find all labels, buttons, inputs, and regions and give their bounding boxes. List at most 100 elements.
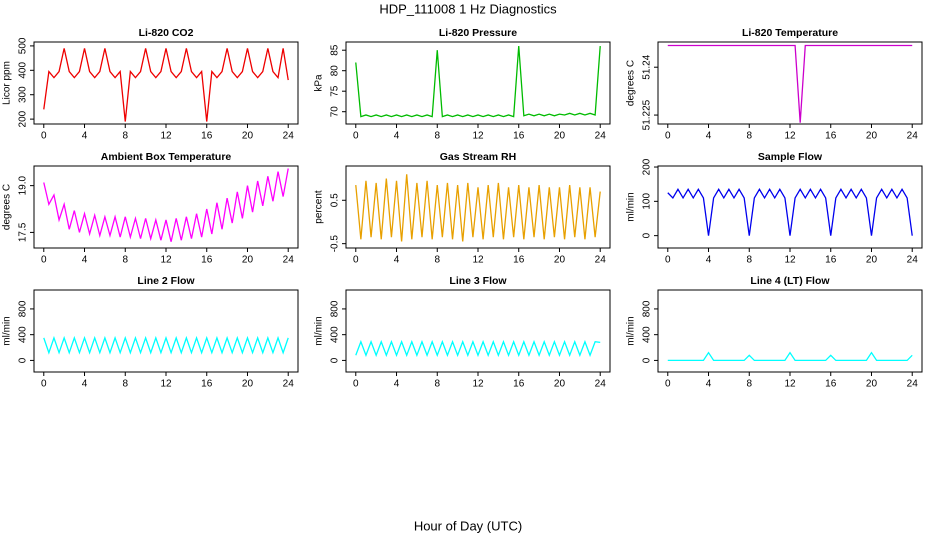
x-tick-label: 0 bbox=[353, 379, 359, 390]
x-tick-label: 20 bbox=[866, 379, 878, 390]
y-tick-label: 0 bbox=[330, 357, 341, 363]
x-tick-label: 20 bbox=[866, 131, 878, 142]
x-tick-label: 24 bbox=[283, 255, 295, 266]
x-tick-label: 16 bbox=[825, 131, 837, 142]
x-tick-label: 20 bbox=[554, 379, 566, 390]
y-tick-label: 80 bbox=[330, 65, 341, 77]
x-tick-label: 8 bbox=[746, 255, 752, 266]
x-tick-label: 4 bbox=[706, 131, 712, 142]
x-tick-label: 24 bbox=[283, 379, 295, 390]
plot-frame bbox=[657, 289, 923, 373]
y-tick-label: 400 bbox=[18, 62, 29, 79]
data-line bbox=[355, 174, 601, 242]
y-axis-title: degrees C bbox=[626, 60, 637, 106]
x-tick-label: 12 bbox=[472, 131, 484, 142]
x-tick-label: 8 bbox=[746, 131, 752, 142]
y-tick-label: 70 bbox=[330, 106, 341, 118]
x-tick-label: 12 bbox=[160, 131, 172, 142]
x-tick-label: 0 bbox=[41, 131, 47, 142]
data-line bbox=[355, 46, 601, 118]
data-line bbox=[355, 339, 601, 358]
plot-frame bbox=[345, 289, 611, 373]
x-tick-label: 12 bbox=[160, 255, 172, 266]
figure-title: HDP_111008 1 Hz Diagnostics bbox=[379, 1, 557, 16]
y-tick-label: 200 bbox=[18, 110, 29, 127]
x-tick-label: 4 bbox=[706, 255, 712, 266]
panel-title: Li-820 Pressure bbox=[439, 27, 517, 39]
y-axis-title: ml/min bbox=[626, 192, 637, 221]
y-axis-title: kPa bbox=[314, 74, 325, 92]
panel-title: Sample Flow bbox=[758, 151, 823, 163]
y-tick-label: 500 bbox=[18, 37, 29, 54]
data-line bbox=[667, 351, 913, 362]
x-tick-label: 0 bbox=[353, 255, 359, 266]
x-tick-label: 12 bbox=[784, 131, 796, 142]
y-tick-label: 800 bbox=[330, 300, 341, 317]
y-tick-label: 100 bbox=[642, 193, 653, 210]
x-tick-label: 20 bbox=[554, 131, 566, 142]
y-tick-label: 800 bbox=[642, 300, 653, 317]
x-tick-label: 16 bbox=[201, 255, 213, 266]
plot-frame bbox=[33, 41, 299, 125]
y-tick-label: 0.5 bbox=[330, 193, 341, 207]
y-tick-label: 200 bbox=[642, 158, 653, 175]
plot-frame bbox=[33, 165, 299, 249]
y-tick-label: 800 bbox=[18, 300, 29, 317]
x-tick-label: 0 bbox=[665, 255, 671, 266]
y-tick-label: 300 bbox=[18, 86, 29, 103]
x-tick-label: 4 bbox=[394, 131, 400, 142]
y-tick-label: 400 bbox=[18, 326, 29, 343]
x-tick-label: 8 bbox=[122, 131, 128, 142]
x-tick-label: 24 bbox=[595, 379, 607, 390]
x-tick-label: 4 bbox=[706, 379, 712, 390]
x-tick-label: 8 bbox=[434, 131, 440, 142]
y-tick-label: 0 bbox=[18, 357, 29, 363]
y-axis-title: ml/min bbox=[314, 316, 325, 345]
x-tick-label: 8 bbox=[434, 255, 440, 266]
panel-title: Line 2 Flow bbox=[137, 275, 195, 287]
data-line bbox=[667, 44, 913, 123]
y-tick-label: 400 bbox=[330, 326, 341, 343]
data-line bbox=[43, 48, 289, 122]
y-tick-label: 17.5 bbox=[18, 222, 29, 242]
data-line bbox=[43, 335, 289, 355]
x-tick-label: 16 bbox=[513, 131, 525, 142]
x-tick-label: 4 bbox=[394, 255, 400, 266]
y-tick-label: -0.5 bbox=[330, 235, 341, 253]
plot-frame bbox=[657, 165, 923, 249]
x-tick-label: 20 bbox=[242, 131, 254, 142]
y-axis-title: ml/min bbox=[626, 316, 637, 345]
x-tick-label: 16 bbox=[513, 255, 525, 266]
y-tick-label: 51.225 bbox=[642, 99, 653, 130]
x-tick-label: 8 bbox=[122, 255, 128, 266]
y-axis-title: ml/min bbox=[2, 316, 13, 345]
x-tick-label: 16 bbox=[513, 379, 525, 390]
x-tick-label: 0 bbox=[665, 131, 671, 142]
y-tick-label: 85 bbox=[330, 44, 341, 56]
x-tick-label: 8 bbox=[122, 379, 128, 390]
x-tick-label: 12 bbox=[472, 379, 484, 390]
x-tick-label: 20 bbox=[866, 255, 878, 266]
plot-frame bbox=[345, 165, 611, 249]
x-tick-label: 24 bbox=[907, 131, 919, 142]
y-tick-label: 51.24 bbox=[642, 54, 653, 79]
x-tick-label: 16 bbox=[825, 379, 837, 390]
x-tick-label: 24 bbox=[283, 131, 295, 142]
x-tick-label: 20 bbox=[242, 379, 254, 390]
panel-title: Li-820 CO2 bbox=[139, 27, 194, 39]
x-tick-label: 24 bbox=[907, 255, 919, 266]
x-tick-label: 16 bbox=[201, 379, 213, 390]
x-tick-label: 0 bbox=[41, 379, 47, 390]
y-tick-label: 400 bbox=[642, 326, 653, 343]
x-tick-label: 20 bbox=[242, 255, 254, 266]
panel-title: Line 4 (LT) Flow bbox=[750, 275, 830, 287]
y-tick-label: 75 bbox=[330, 85, 341, 97]
y-axis-title: percent bbox=[314, 190, 325, 224]
x-tick-label: 4 bbox=[82, 379, 88, 390]
plot-frame bbox=[345, 41, 611, 125]
x-tick-label: 16 bbox=[825, 255, 837, 266]
plot-frame bbox=[33, 289, 299, 373]
panel-title: Line 3 Flow bbox=[449, 275, 507, 287]
